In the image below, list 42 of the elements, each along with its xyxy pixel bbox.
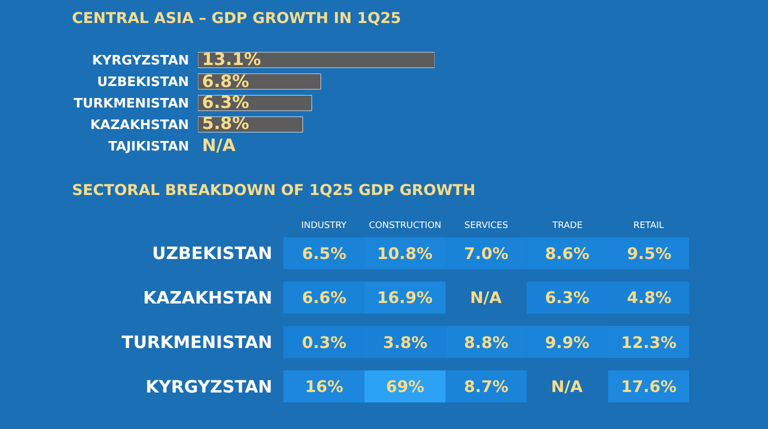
data-label: 8.6% <box>545 244 590 263</box>
y-tick-label: TAJIKISTAN <box>108 139 189 154</box>
bar <box>198 52 435 68</box>
data-label: 13.1% <box>202 50 261 70</box>
data-label: 8.8% <box>464 333 508 352</box>
y-tick-label: KAZAKHSTAN <box>143 288 272 309</box>
text: N/A <box>202 136 236 156</box>
y-tick-label: KAZAKHSTAN <box>90 118 189 134</box>
data-label: 9.9% <box>545 333 590 352</box>
y-tick-label: KYRGYZSTAN <box>146 377 272 398</box>
text: N/A <box>470 288 502 307</box>
x-tick-label: TRADE <box>551 221 583 232</box>
data-label: 69% <box>386 377 424 396</box>
x-tick-label: CONSTRUCTION <box>368 221 442 232</box>
data-label: 3.8% <box>383 333 428 352</box>
data-label: 6.6% <box>302 288 346 307</box>
y-tick-label: UZBEKISTAN <box>97 75 189 90</box>
data-label: 6.5% <box>302 244 346 263</box>
y-tick-label: TURKMENISTAN <box>74 96 189 112</box>
data-label: 6.8% <box>202 72 250 92</box>
data-label: 6.3% <box>202 93 250 113</box>
data-label: 10.8% <box>377 244 433 263</box>
data-label: 16% <box>305 377 344 396</box>
x-tick-label: INDUSTRY <box>301 221 348 232</box>
y-tick-label: TURKMENISTAN <box>122 332 272 353</box>
data-label: 16.9% <box>377 288 433 307</box>
data-label: 12.3% <box>621 333 677 352</box>
chart-title: CENTRAL ASIA – GDP GROWTH IN 1Q25 <box>72 9 402 27</box>
data-label: 5.8% <box>202 114 250 134</box>
data-label: 4.8% <box>627 288 672 307</box>
data-label: 7.0% <box>464 244 508 263</box>
text: N/A <box>551 377 583 396</box>
y-tick-label: KYRGYZSTAN <box>92 54 189 69</box>
data-label: 0.3% <box>302 333 346 352</box>
data-label: 9.5% <box>627 244 672 263</box>
data-label: 6.3% <box>545 288 590 307</box>
x-tick-label: SERVICES <box>464 221 508 232</box>
x-tick-label: RETAIL <box>633 221 664 232</box>
y-tick-label: UZBEKISTAN <box>152 244 272 264</box>
data-label: 17.6% <box>621 377 677 396</box>
chart-title: SECTORAL BREAKDOWN OF 1Q25 GDP GROWTH <box>72 181 476 199</box>
data-label: 8.7% <box>464 377 508 396</box>
